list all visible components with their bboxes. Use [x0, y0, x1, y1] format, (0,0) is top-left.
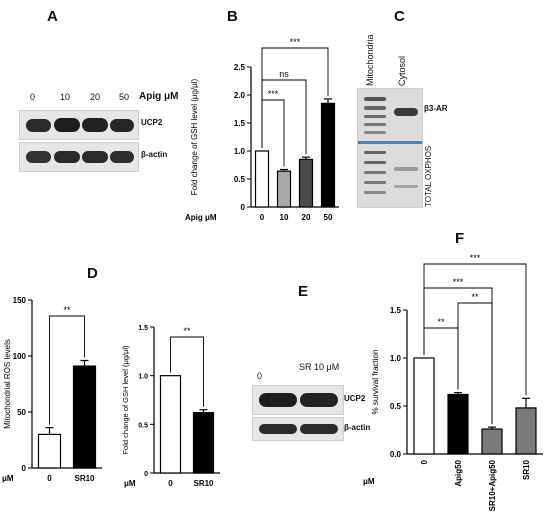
panel-b-chart: 0 0.5 1.0 1.5 2.0 2.5 Fold change of GSH level… — [185, 37, 339, 222]
panel-d-left-ytick-label: 150 — [13, 296, 27, 305]
panel-b-significance-label: *** — [290, 37, 301, 47]
panel-d-right-x-prefix: μM — [124, 479, 136, 488]
panel-e-blot-ucp2 — [252, 385, 344, 415]
panel-b-letter: B — [227, 8, 238, 25]
panel-f-category-label: SR10 — [522, 459, 531, 480]
panel-d-left-chart: 0 50 100 150 Mitochondrial ROS levels 0 SR10 μM… — [2, 296, 102, 483]
panel-e-ucp2-label: UCP2 — [344, 394, 366, 403]
panel-d-right-significance-bracket — [170, 336, 204, 407]
panel-d-right-bar — [192, 412, 215, 474]
panel-b-bar — [298, 158, 314, 208]
panel-f-category-label: SR10+Apig50 — [488, 459, 497, 511]
panel-b-category-label: 50 — [324, 213, 333, 222]
panel-d-left-ytick-label: 50 — [17, 408, 26, 417]
panel-d-right-chart: 0 0.5 1.0 1.5 Fold change of GSH level (μg/μ… — [121, 325, 220, 488]
panel-e-blot-actin — [252, 417, 344, 441]
panel-b-category-label: 0 — [260, 213, 265, 222]
panel-b-significance-bracket — [261, 47, 329, 148]
panel-f-ylabel: % survival fraction — [371, 350, 380, 415]
panel-b-ytick-label: 1.0 — [234, 147, 246, 156]
panel-f-ytick-label: 0.0 — [390, 450, 402, 459]
panel-c-lane-mitochondria: Mitochondria — [365, 34, 375, 86]
panel-b-bar — [276, 170, 292, 208]
panel-f-bar — [515, 407, 537, 455]
panel-a-ucp2-label: UCP2 — [141, 118, 163, 127]
panel-d-right-ytick-label: 0 — [144, 471, 148, 478]
panel-f-bar — [481, 428, 503, 455]
panel-b-ytick-label: 0 — [241, 203, 246, 212]
panel-d-left-significance-bracket — [49, 315, 85, 425]
panel-a-conc-20: 20 — [90, 92, 101, 102]
panel-d-right-ytick-label: 0.5 — [138, 422, 148, 429]
panel-c-b3ar-label: β3-AR — [424, 104, 448, 113]
panel-d-left-ytick-label: 0 — [22, 464, 27, 473]
panel-a-conc-10: 10 — [60, 92, 71, 102]
panel-e-letter: E — [298, 283, 309, 300]
panel-d-left-ylabel: Mitochondrial ROS levels — [3, 339, 12, 429]
panel-f-ytick-label: 1.0 — [390, 354, 402, 363]
panel-f-category-label: Apig50 — [454, 459, 463, 486]
panel-e-lane-0: 0 — [257, 371, 263, 381]
panel-b-ylabel: Fold change of GSH level (μg/μl) — [190, 78, 199, 195]
panel-d-left-significance-label: ** — [63, 305, 71, 315]
panel-b-category-label: 20 — [302, 213, 311, 222]
panel-f-ytick-label: 1.5 — [390, 306, 402, 315]
panel-d-right-ytick-label: 1.0 — [138, 374, 148, 381]
panel-a-conc-50: 50 — [119, 92, 130, 102]
panel-d-right-ytick-label: 1.5 — [138, 325, 148, 332]
panel-d-letter: D — [87, 265, 98, 282]
panel-a-conc-0: 0 — [30, 92, 36, 102]
panel-f-x-prefix: μM — [363, 477, 375, 486]
panel-c-lane-cytosol: Cytosol — [397, 55, 407, 86]
panel-f-significance-bracket — [423, 263, 527, 396]
panel-c-letter: C — [394, 8, 405, 25]
panel-d-left-ytick-label: 100 — [13, 352, 27, 361]
panel-a-letter: A — [47, 8, 58, 25]
panel-b-significance-label: *** — [268, 89, 279, 99]
panel-d-left-category-label: SR10 — [74, 474, 95, 483]
panel-b-category-label: 10 — [280, 213, 289, 222]
panel-d-right-bar — [159, 375, 182, 474]
panel-f-significance-label: ** — [437, 317, 445, 327]
panel-d-right-category-label: SR10 — [193, 479, 214, 488]
panel-a-conc-label: Apig μM — [139, 91, 179, 102]
panel-b-ytick-label: 2.0 — [234, 91, 246, 100]
panel-f-ytick-label: 0.5 — [390, 402, 402, 411]
panel-d-right-category-label: 0 — [168, 479, 173, 488]
panel-d-left-bar — [37, 433, 62, 469]
panel-d-right-ylabel: Fold change of GSH level (μg/μl) — [121, 345, 130, 455]
panel-b-bar — [254, 150, 270, 208]
panel-a-blot-ucp2 — [19, 110, 139, 140]
panel-c-blot — [357, 88, 423, 208]
panel-e-actin-label: β-actin — [344, 423, 371, 432]
panel-f-significance-label: *** — [453, 277, 464, 287]
panel-f-significance-label: ** — [471, 292, 479, 302]
panel-b-x-prefix: Apig μM — [185, 213, 217, 222]
panel-b-ytick-label: 2.5 — [234, 63, 246, 72]
panel-c-oxphos-label: TOTAL OXPHOS — [424, 145, 433, 207]
panel-d-left-bar — [72, 365, 97, 469]
panel-f-letter: F — [455, 230, 465, 247]
panel-d-left-x-prefix: μM — [2, 474, 14, 483]
panel-a-concentrations: 0 10 20 50 — [30, 92, 190, 104]
panel-a-actin-label: β-actin — [141, 150, 168, 159]
panel-b-significance-label: ns — [279, 69, 289, 79]
panel-b-ytick-label: 0.5 — [234, 175, 246, 184]
panel-d-left-category-label: 0 — [47, 474, 52, 483]
panel-f-bar — [447, 393, 469, 455]
panel-f-significance-label: *** — [470, 253, 481, 263]
panel-f-category-label: 0 — [420, 459, 429, 464]
panel-d-right-significance-label: ** — [183, 326, 191, 336]
panel-b-ytick-label: 1.5 — [234, 119, 246, 128]
panel-a-blot-actin — [19, 142, 139, 172]
panel-b-bar — [320, 102, 336, 208]
panel-f-chart: 0.0 0.5 1.0 1.5 % survival fraction 0 Apig50 SR… — [363, 253, 543, 511]
panel-f-bar — [413, 357, 435, 455]
panel-e-lane-sr10: SR 10 μM — [299, 362, 340, 372]
